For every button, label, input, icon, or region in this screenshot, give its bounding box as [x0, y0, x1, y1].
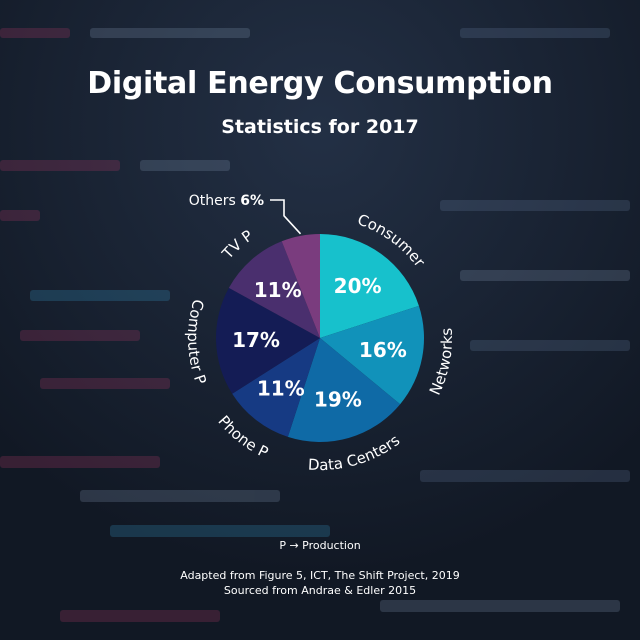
pie-slice-phone-p	[232, 338, 320, 437]
category-label-networks: Networks	[426, 327, 456, 398]
category-label-others: Others 6%	[189, 193, 264, 209]
pie-slice-data-centers	[287, 338, 401, 442]
page-title: Digital Energy Consumption	[87, 66, 553, 101]
value-label-consumer: 20%	[334, 274, 382, 298]
pie-slice-others	[281, 234, 320, 338]
source-line-1: Adapted from Figure 5, ICT, The Shift Pr…	[180, 569, 460, 582]
others-leader-line	[270, 199, 302, 235]
category-label-tv-p: TV P	[218, 226, 256, 263]
value-label-computer-p: 17%	[232, 328, 280, 352]
page-subtitle: Statistics for 2017	[221, 116, 419, 138]
pie-slice-tv-p	[228, 241, 320, 338]
pie-slice-networks	[320, 305, 425, 405]
footnote: P → Production	[279, 539, 361, 552]
pie-slice-consumer	[320, 234, 419, 338]
value-label-data-centers: 19%	[314, 387, 362, 411]
pie-slice-computer-p	[215, 287, 320, 394]
value-label-phone-p: 11%	[257, 377, 305, 401]
value-label-networks: 16%	[359, 338, 407, 362]
source-line-2: Sourced from Andrae & Edler 2015	[223, 584, 417, 597]
value-label-tv-p: 11%	[254, 278, 302, 302]
category-label-computer-p: Computer P	[184, 297, 210, 386]
value-label-others: 6%	[240, 193, 264, 209]
